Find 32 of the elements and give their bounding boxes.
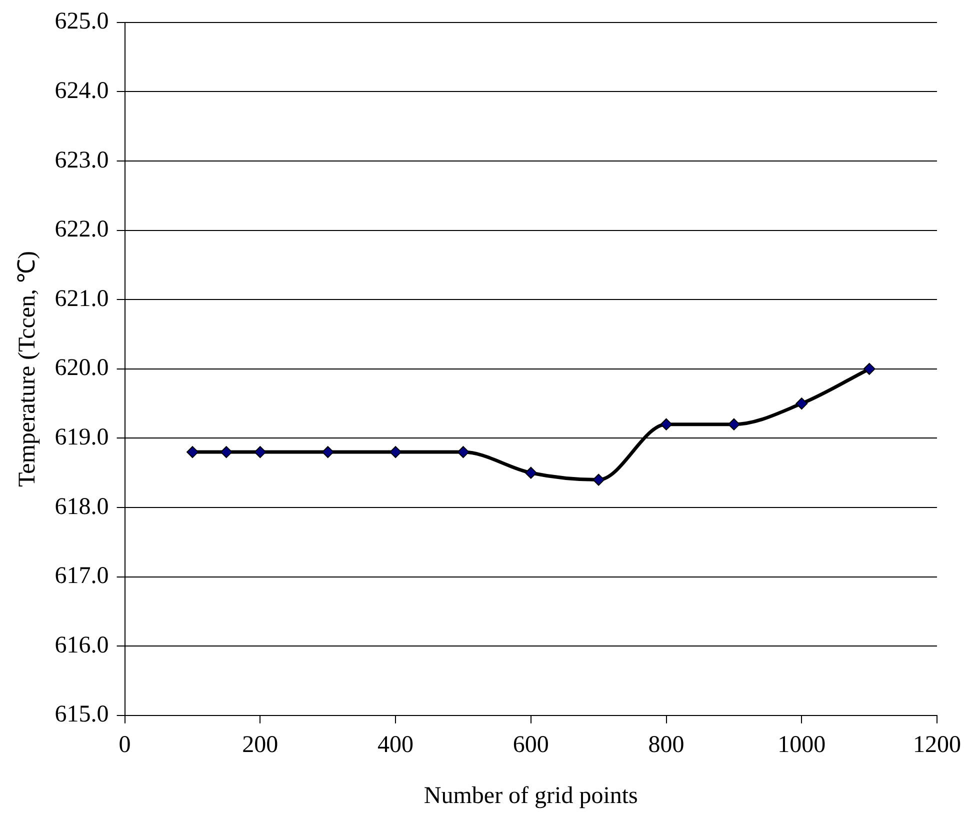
- y-tick-label: 619.0: [54, 424, 109, 450]
- point: [254, 446, 266, 458]
- y-tick-label: 625.0: [54, 8, 109, 35]
- y-tick-label: 624.0: [54, 78, 109, 104]
- y-axis-title: Temperature (Tccen, ℃): [14, 250, 41, 487]
- point: [863, 362, 876, 375]
- point: [186, 446, 198, 458]
- point: [524, 466, 537, 479]
- y-tick-label: 617.0: [54, 563, 109, 590]
- point: [728, 418, 740, 430]
- y-tick-label: 620.0: [54, 355, 109, 382]
- y-tick-label: 615.0: [54, 702, 109, 728]
- x-tick-label: 800: [648, 732, 684, 758]
- y-tick-label: 618.0: [54, 494, 109, 520]
- point: [322, 446, 334, 458]
- x-axis-title: Number of grid points: [424, 782, 638, 809]
- y-tick-label: 616.0: [54, 632, 109, 658]
- y-tick-label: 623.0: [54, 147, 109, 174]
- x-tick-label: 400: [378, 732, 414, 758]
- x-tick-label: 1200: [913, 732, 961, 758]
- point: [592, 474, 605, 486]
- x-tick-label: 600: [512, 732, 549, 758]
- x-tick-label: 1000: [778, 732, 826, 758]
- y-tick-label: 622.0: [54, 216, 109, 243]
- point: [220, 446, 232, 458]
- point: [390, 446, 402, 458]
- point: [457, 446, 470, 458]
- point: [660, 418, 672, 430]
- y-tick-label: 621.0: [54, 286, 109, 312]
- point: [796, 398, 808, 410]
- x-tick-label: 0: [118, 732, 131, 758]
- x-tick-label: 200: [242, 732, 278, 758]
